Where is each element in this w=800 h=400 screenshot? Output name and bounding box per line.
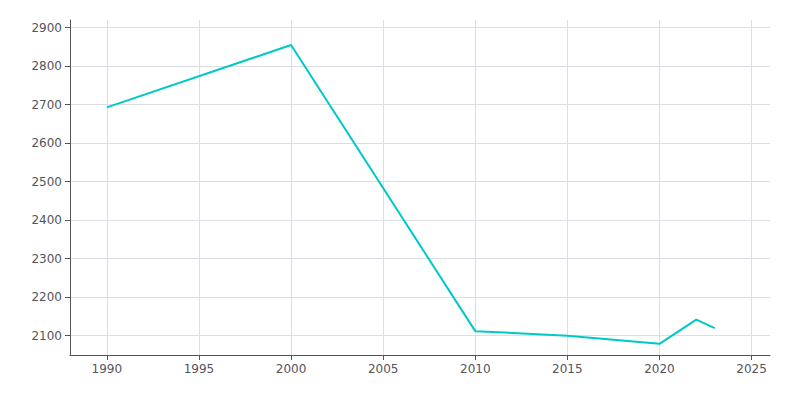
- svg-text:2600: 2600: [31, 136, 62, 150]
- svg-text:2900: 2900: [31, 21, 62, 35]
- svg-text:1990: 1990: [92, 362, 123, 376]
- svg-text:2005: 2005: [368, 362, 399, 376]
- svg-text:2020: 2020: [644, 362, 675, 376]
- svg-text:2400: 2400: [31, 213, 62, 227]
- svg-text:2800: 2800: [31, 59, 62, 73]
- svg-text:2025: 2025: [736, 362, 767, 376]
- svg-text:2700: 2700: [31, 98, 62, 112]
- svg-text:2010: 2010: [460, 362, 491, 376]
- svg-text:2100: 2100: [31, 329, 62, 343]
- svg-text:2500: 2500: [31, 175, 62, 189]
- svg-text:1995: 1995: [184, 362, 215, 376]
- svg-text:2200: 2200: [31, 290, 62, 304]
- svg-text:2000: 2000: [276, 362, 307, 376]
- svg-text:2300: 2300: [31, 252, 62, 266]
- svg-text:2015: 2015: [552, 362, 583, 376]
